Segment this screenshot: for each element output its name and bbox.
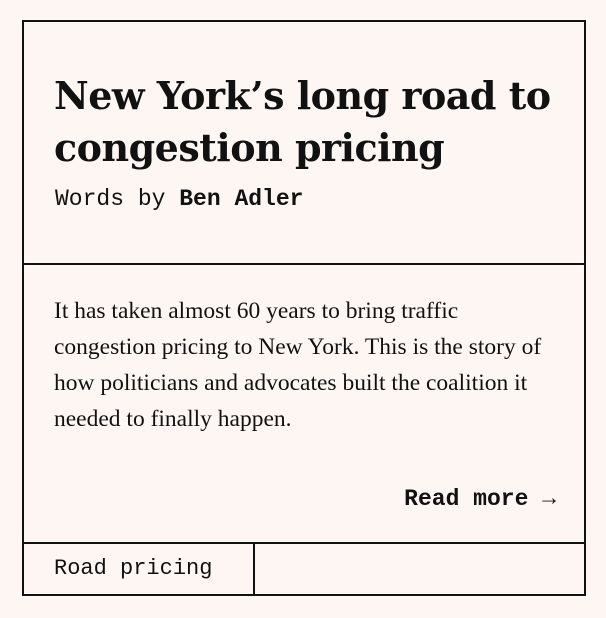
read-more-link[interactable]: Read more → (404, 486, 556, 512)
article-footer: Road pricing (24, 544, 584, 594)
byline-prefix: Words by (55, 186, 180, 212)
article-title[interactable]: New York’s long road to congestion prici… (54, 73, 551, 170)
author-name[interactable]: Ben Adler (179, 186, 304, 212)
tag-road-pricing[interactable]: Road pricing (24, 544, 255, 594)
tag-label: Road pricing (54, 556, 213, 581)
article-excerpt: It has taken almost 60 years to bring tr… (54, 298, 542, 432)
footer-empty-cell (255, 544, 584, 594)
article-body: It has taken almost 60 years to bring tr… (24, 265, 584, 544)
byline: Words by Ben Adler (55, 184, 303, 214)
article-header: New York’s long road to congestion prici… (24, 22, 584, 265)
article-card: New York’s long road to congestion prici… (22, 20, 586, 596)
